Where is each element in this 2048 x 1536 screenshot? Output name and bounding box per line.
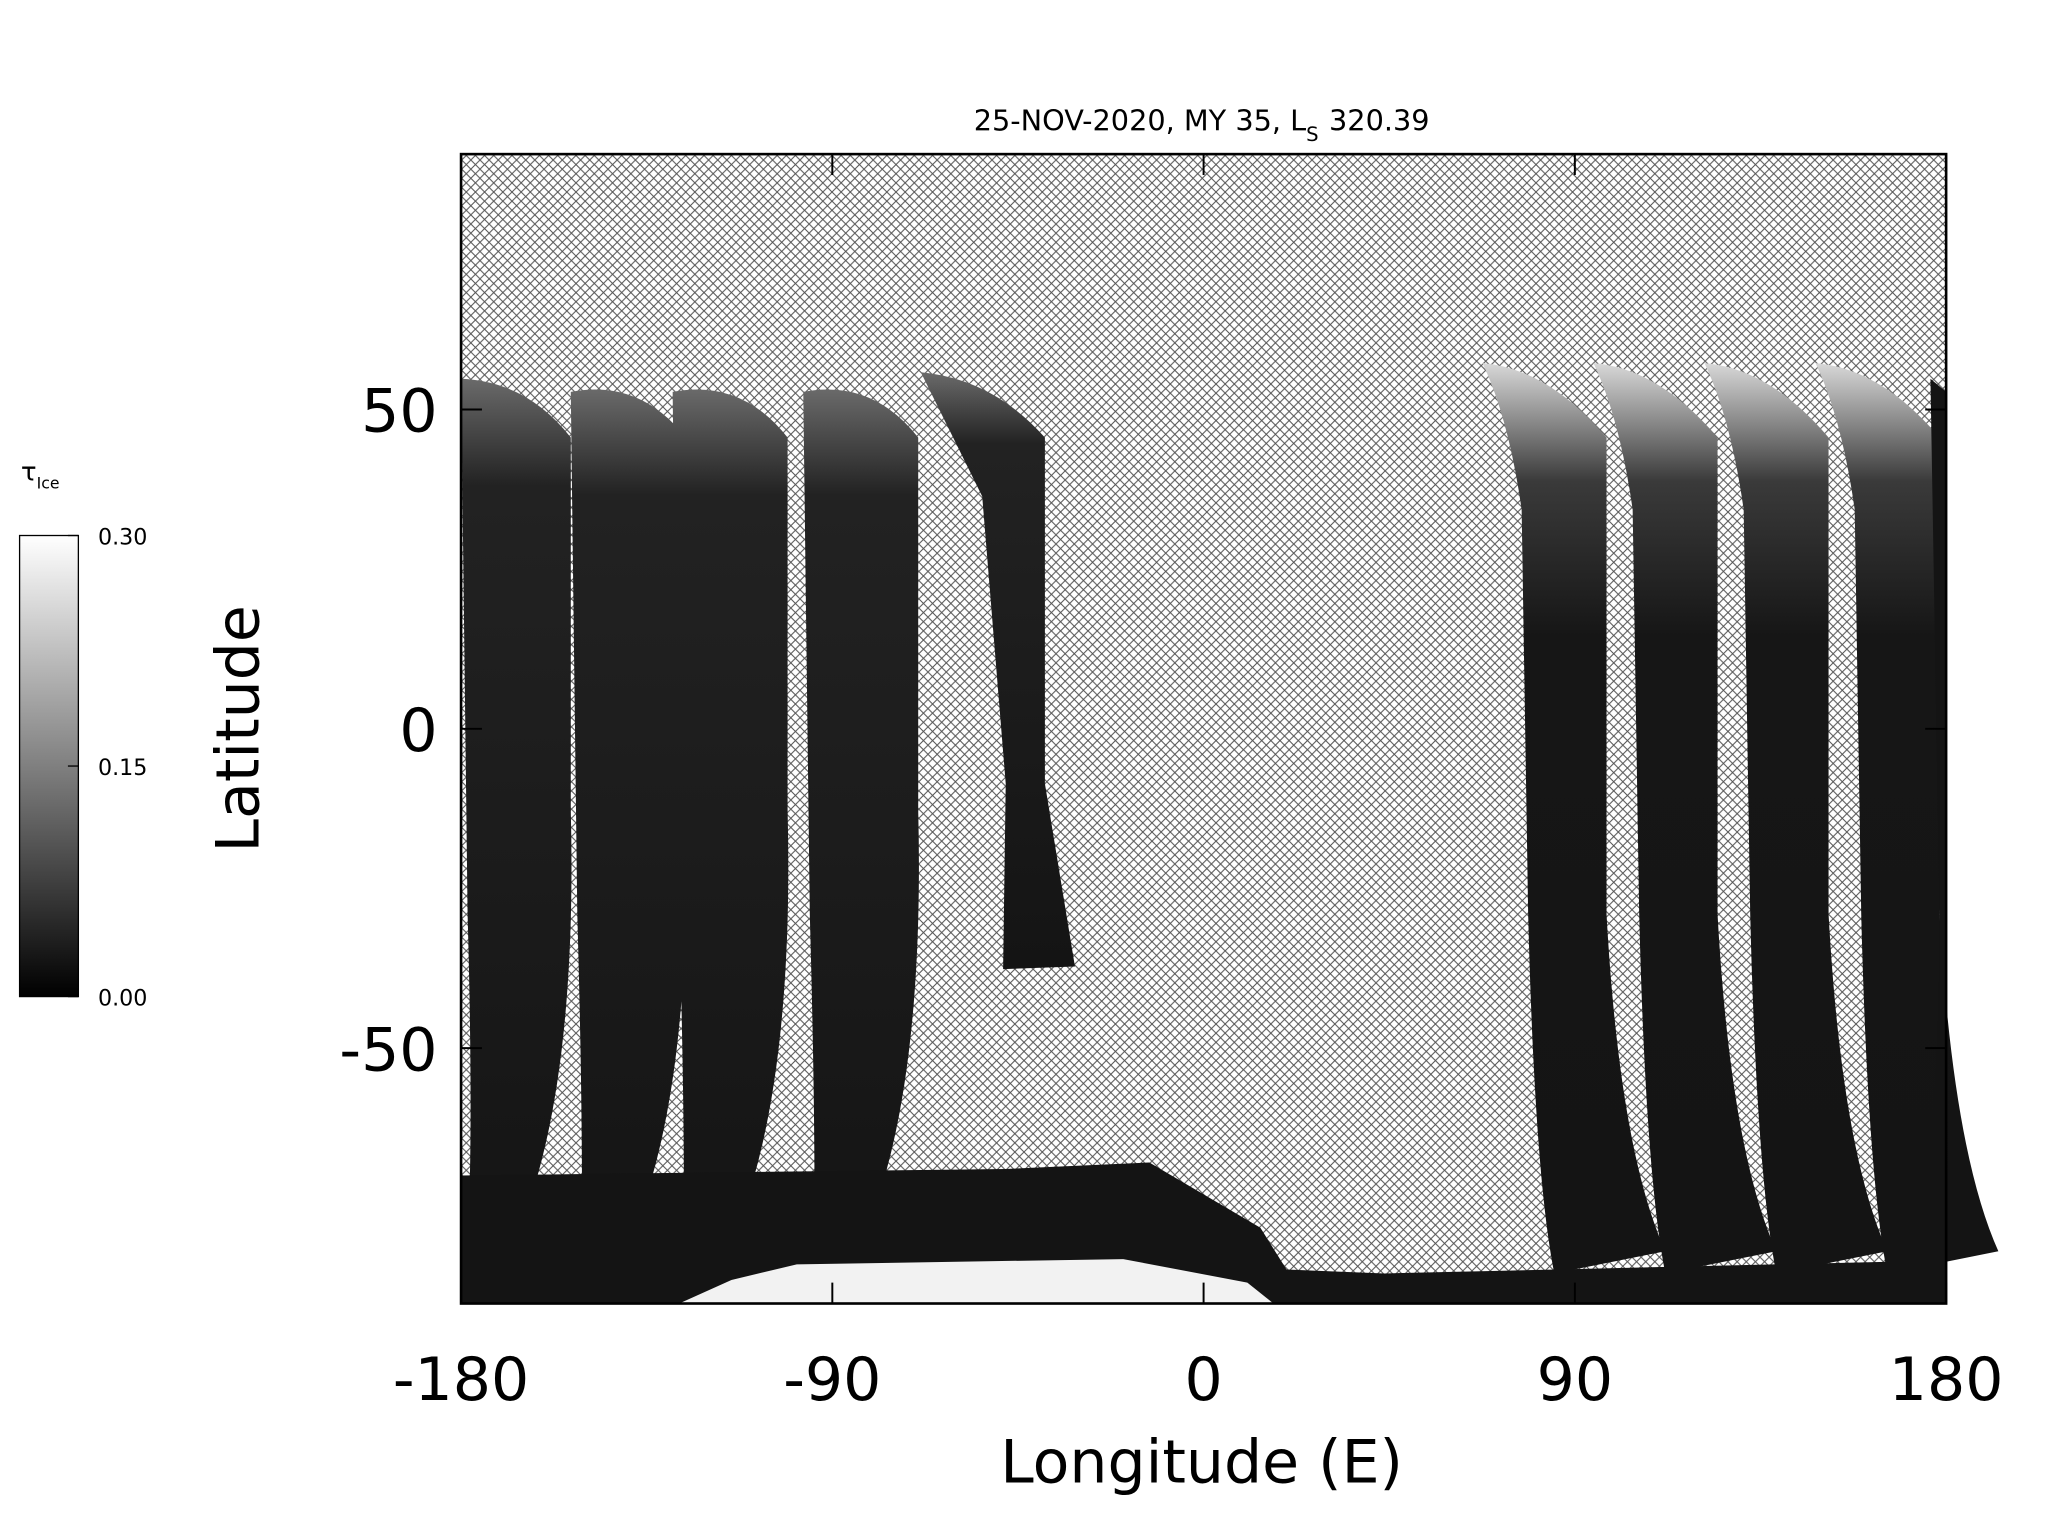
colorbar-label: τIce bbox=[21, 458, 60, 493]
swath bbox=[570, 389, 687, 1270]
x-tick-label: -180 bbox=[393, 1345, 529, 1415]
y-axis-label: Latitude bbox=[204, 605, 274, 852]
colorbar-tick-label: 0.30 bbox=[98, 525, 147, 551]
swath bbox=[1482, 363, 1666, 1274]
title-subscript: S bbox=[1306, 123, 1318, 146]
x-axis-label: Longitude (E) bbox=[1000, 1427, 1403, 1497]
x-tick-label: 180 bbox=[1889, 1345, 2004, 1415]
swath bbox=[672, 389, 789, 1270]
x-tick-label: 90 bbox=[1537, 1345, 1613, 1415]
map-plot bbox=[459, 152, 1999, 1305]
swath bbox=[1704, 363, 1888, 1274]
y-tick-label: -50 bbox=[339, 1015, 437, 1085]
x-tick-label: -90 bbox=[783, 1345, 881, 1415]
swath bbox=[1906, 378, 1947, 1304]
swath bbox=[1815, 363, 1999, 1274]
swath bbox=[461, 378, 572, 1270]
swath bbox=[803, 389, 919, 1270]
colorbar-subscript: Ice bbox=[37, 473, 60, 492]
title-text: 320.39 bbox=[1329, 104, 1429, 138]
bright-patch bbox=[679, 1259, 1274, 1304]
x-tick-label: 0 bbox=[1184, 1345, 1222, 1415]
colorbar-tick-label: 0.00 bbox=[98, 986, 147, 1012]
colorbar-tick-label: 0.15 bbox=[98, 755, 147, 781]
swath bbox=[920, 372, 1075, 970]
y-tick-label: 50 bbox=[361, 377, 437, 447]
chart-title: 25-NOV-2020, MY 35, LS 320.39 bbox=[974, 104, 1430, 146]
colorbar-symbol: τ bbox=[21, 458, 37, 488]
title-text: 25-NOV-2020, MY 35, L bbox=[974, 104, 1306, 138]
y-tick-label: 0 bbox=[399, 696, 437, 766]
observation-swaths bbox=[461, 363, 1999, 1304]
swath bbox=[1593, 363, 1777, 1274]
